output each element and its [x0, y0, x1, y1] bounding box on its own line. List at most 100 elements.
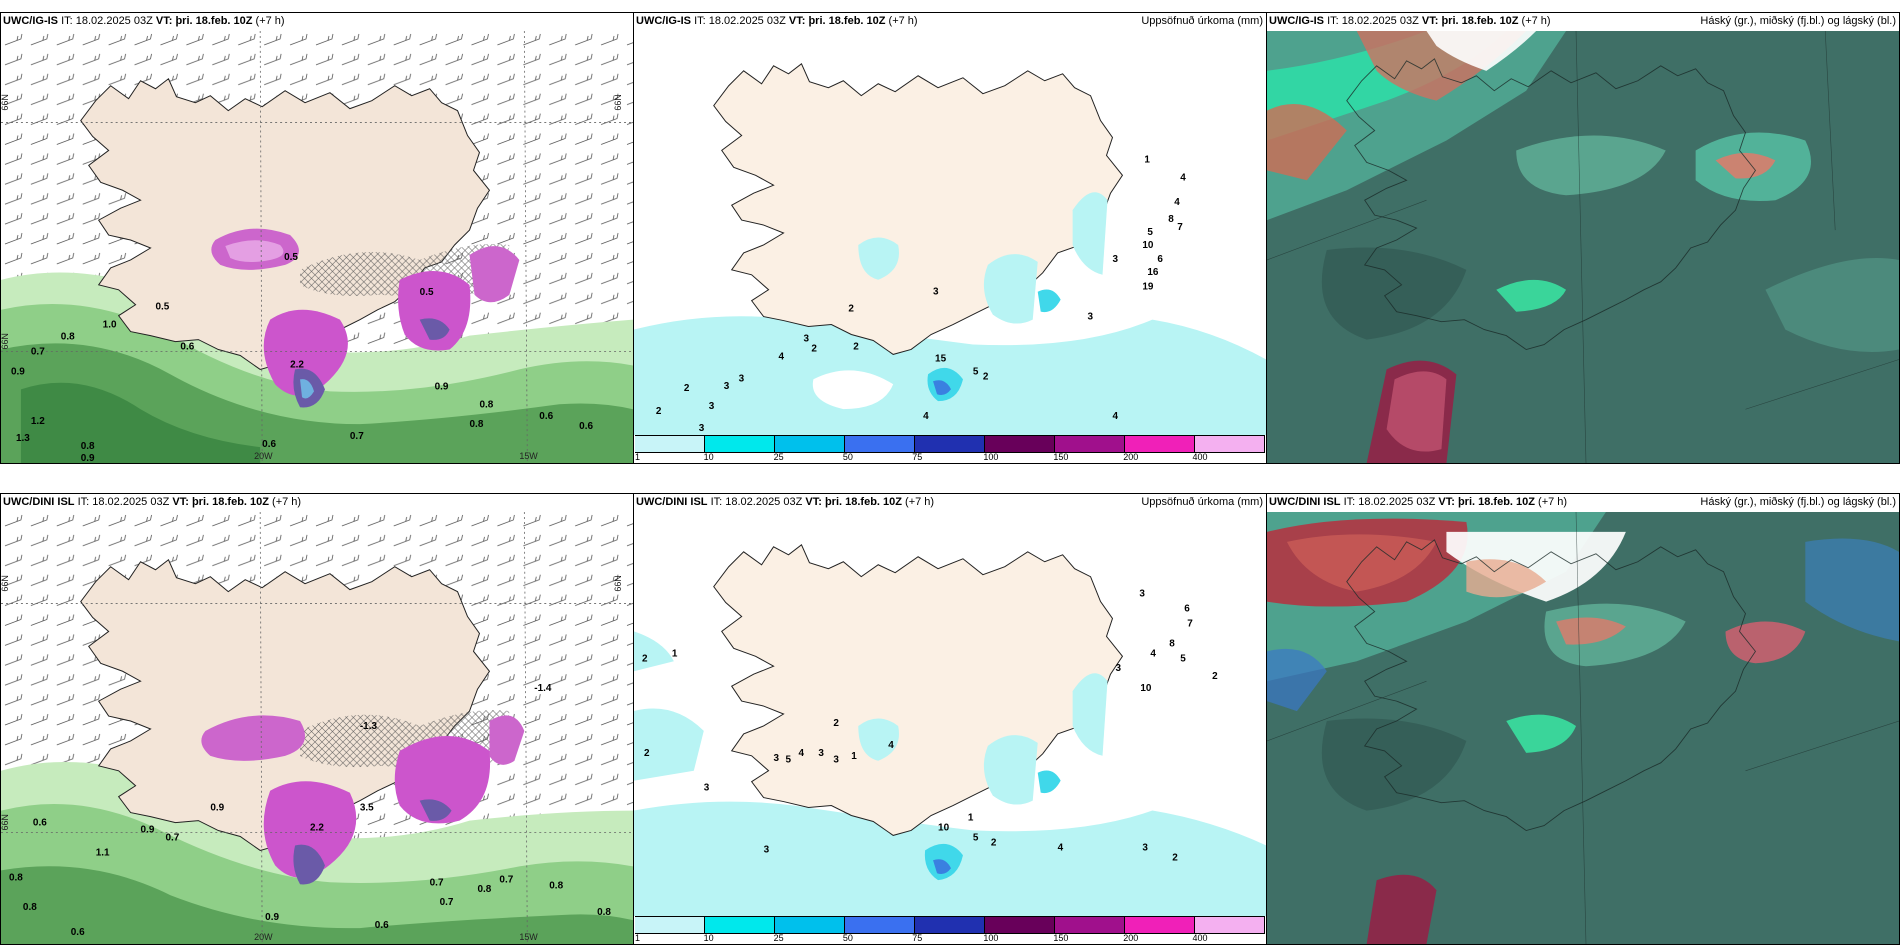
svg-text:3: 3: [699, 423, 705, 434]
map-area: 66N 66N 66N 20W 15W 0.5 1.0 0.8 0.7 0.6 …: [1, 31, 633, 463]
map-area: [1267, 31, 1899, 463]
legend-swatch: [635, 917, 705, 933]
legend-tick: 50: [842, 452, 853, 462]
legend-tick: 400: [1192, 933, 1208, 943]
legend-swatch: [775, 436, 845, 452]
svg-text:0.9: 0.9: [141, 825, 155, 836]
legend-tick: 75: [912, 933, 923, 943]
lon-label: 15W: [519, 451, 538, 461]
legend-tick: 25: [773, 452, 784, 462]
svg-text:0.9: 0.9: [265, 912, 279, 923]
svg-text:-1.4: -1.4: [534, 683, 552, 694]
legend-swatch: [1055, 436, 1125, 452]
lon-label: 15W: [519, 932, 538, 942]
svg-text:3: 3: [704, 783, 710, 794]
svg-text:3: 3: [724, 381, 730, 392]
svg-text:4: 4: [1058, 842, 1064, 853]
svg-text:16: 16: [1147, 267, 1159, 278]
map-area: 66N 66N 66N 20W 15W 0.6 0.8 0.8 0.6 0.9 …: [1, 512, 633, 944]
svg-text:1.0: 1.0: [103, 320, 117, 331]
svg-text:2: 2: [1172, 852, 1178, 863]
svg-text:6: 6: [1157, 254, 1163, 265]
svg-text:0.6: 0.6: [33, 818, 47, 829]
map-area: 2 1 2 3 3 5 4 3 3 1 6 7 8 5 4 10 3 2 3 2: [634, 512, 1266, 916]
svg-text:2.2: 2.2: [290, 359, 304, 370]
svg-text:2: 2: [811, 343, 817, 354]
legend-swatch: [1195, 917, 1265, 933]
lon-label: 20W: [254, 451, 273, 461]
svg-text:15: 15: [935, 353, 947, 364]
svg-text:1: 1: [968, 812, 974, 823]
svg-text:3: 3: [764, 844, 770, 855]
svg-text:0.8: 0.8: [479, 399, 493, 410]
legend-swatch: [705, 436, 775, 452]
svg-text:3.5: 3.5: [360, 803, 374, 814]
svg-text:3: 3: [1112, 254, 1118, 265]
svg-text:7: 7: [1187, 618, 1193, 629]
legend-swatch: [635, 436, 705, 452]
svg-text:3: 3: [1115, 663, 1121, 674]
svg-text:2: 2: [853, 341, 859, 352]
svg-text:3: 3: [933, 287, 939, 298]
map-area: 1 4 4 8 7 5 10 6 16 3 19 3 2 3 2 2 2 3 3…: [634, 31, 1266, 435]
legend-swatch: [1125, 436, 1195, 452]
legend-swatch: [915, 436, 985, 452]
svg-text:4: 4: [1150, 648, 1156, 659]
svg-text:2: 2: [644, 748, 650, 759]
legend-swatch: [1125, 917, 1195, 933]
legend-swatch: [985, 436, 1055, 452]
value-labels: 0.5 1.0 0.8 0.7 0.6 0.9 1.2 1.3 0.8 0.9 …: [11, 252, 594, 463]
svg-text:0.6: 0.6: [539, 411, 553, 422]
legend-tick: 150: [1053, 933, 1069, 943]
precip-legend: 1 10 25 50 75 100 150 200 400: [634, 916, 1266, 944]
svg-text:3: 3: [818, 748, 824, 759]
svg-text:5: 5: [973, 832, 979, 843]
svg-text:0.5: 0.5: [420, 287, 434, 298]
svg-text:0.8: 0.8: [9, 872, 23, 883]
panel-subtitle: Háský (gr.), miðský (fj.bl.) og lágský (…: [1700, 15, 1896, 27]
svg-text:1.2: 1.2: [31, 416, 45, 427]
svg-text:5: 5: [786, 755, 792, 766]
panel-header: UWC/IG-IS IT: 18.02.2025 03Z VT: þri. 18…: [636, 15, 918, 27]
legend-tick: 25: [773, 933, 784, 943]
legend-swatch: [915, 917, 985, 933]
svg-text:0.9: 0.9: [81, 453, 95, 463]
svg-text:4: 4: [1180, 172, 1186, 183]
svg-text:5: 5: [1180, 653, 1186, 664]
svg-text:2: 2: [848, 304, 854, 315]
svg-text:2: 2: [642, 653, 648, 664]
legend-swatch: [985, 917, 1055, 933]
legend-swatch: [845, 917, 915, 933]
panel-subtitle: Uppsöfnuð úrkoma (mm): [1141, 15, 1263, 27]
lat-label: 66N: [1, 94, 10, 110]
svg-text:3: 3: [774, 753, 780, 764]
svg-text:0.6: 0.6: [180, 342, 194, 353]
svg-text:1: 1: [851, 751, 857, 762]
svg-text:3: 3: [1142, 842, 1148, 853]
legend-swatch: [705, 917, 775, 933]
svg-text:4: 4: [888, 740, 894, 751]
svg-text:3: 3: [739, 373, 745, 384]
svg-text:0.6: 0.6: [579, 421, 593, 432]
svg-text:4: 4: [1174, 197, 1180, 208]
svg-text:8: 8: [1168, 214, 1174, 225]
legend-tick: 150: [1053, 452, 1069, 462]
svg-text:2: 2: [1212, 671, 1218, 682]
legend-tick: 10: [703, 452, 714, 462]
legend-swatch: [845, 436, 915, 452]
svg-text:5: 5: [1147, 227, 1153, 238]
svg-text:0.8: 0.8: [549, 880, 563, 891]
svg-text:10: 10: [938, 822, 950, 833]
svg-text:4: 4: [1112, 411, 1118, 422]
svg-text:3: 3: [1088, 312, 1094, 323]
lat-label: 66N: [1, 575, 10, 591]
svg-text:-1.3: -1.3: [360, 721, 378, 732]
svg-text:0.7: 0.7: [350, 431, 364, 442]
panel-wind-temp-igis: UWC/IG-IS IT: 18.02.2025 03Z VT: þri. 18…: [0, 12, 634, 464]
svg-text:0.9: 0.9: [435, 381, 449, 392]
svg-text:0.6: 0.6: [262, 439, 276, 450]
svg-text:1.3: 1.3: [16, 433, 30, 444]
legend-tick: 200: [1123, 452, 1139, 462]
svg-text:8: 8: [1169, 638, 1175, 649]
panel-header: UWC/DINI ISL IT: 18.02.2025 03Z VT: þri.…: [3, 496, 302, 508]
